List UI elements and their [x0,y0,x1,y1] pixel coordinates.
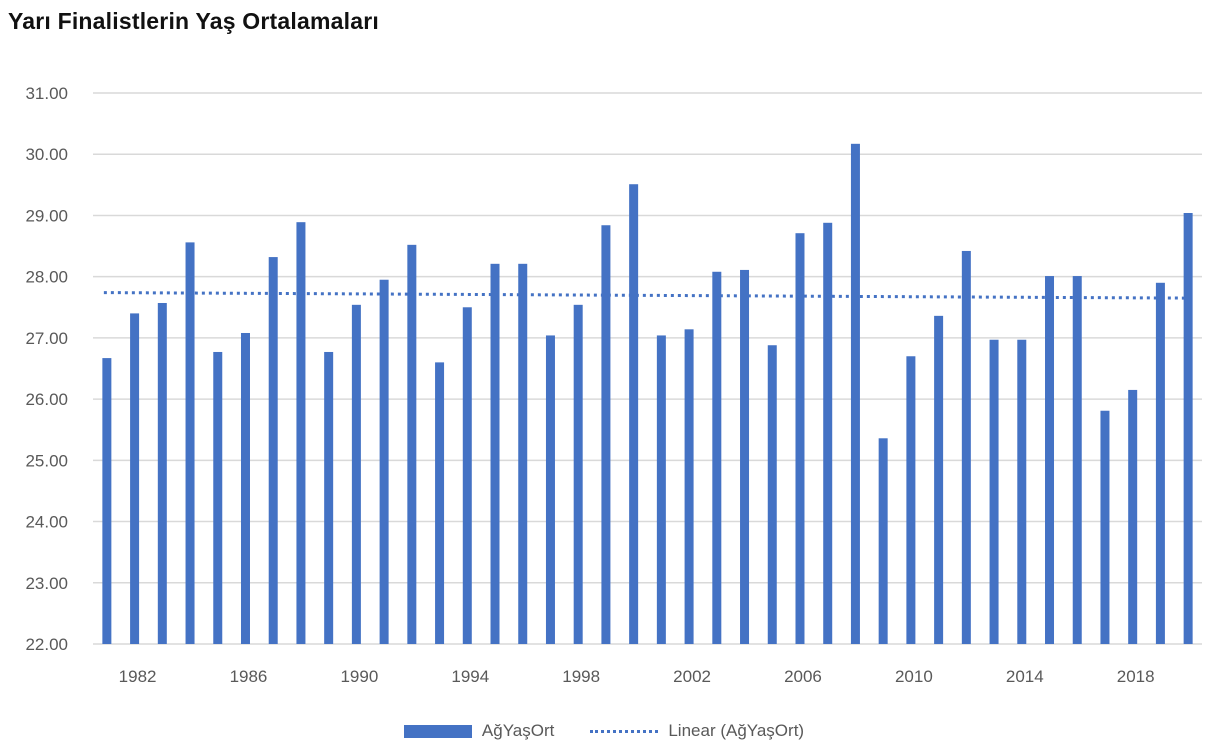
trend-line [103,291,1185,300]
y-axis-labels: 22.00 23.00 24.00 25.00 26.00 27.00 28.00 29.00… [25,84,68,654]
bar[interactable] [462,307,472,644]
bar[interactable] [130,313,140,644]
legend-series-label: AğYaşOrt [481,721,555,740]
bar[interactable] [878,438,888,644]
linear-trendline [103,291,1185,300]
x-tick-label: 1994 [451,667,489,686]
legend: AğYaşOrt Linear (AğYaşOrt) [0,716,1208,746]
bar[interactable] [324,351,334,644]
bar[interactable] [823,222,833,644]
x-tick-label: 2010 [895,667,933,686]
bar[interactable] [379,279,389,644]
x-tick-label: 2018 [1117,667,1155,686]
bar[interactable] [213,351,223,644]
bar[interactable] [767,345,777,644]
bar[interactable] [850,143,860,644]
x-tick-label: 2014 [1006,667,1044,686]
y-tick-label: 28.00 [25,268,68,287]
bar[interactable] [712,271,722,644]
bar[interactable] [490,263,500,644]
bar[interactable] [157,302,167,644]
bar[interactable] [684,329,694,644]
legend-item-series[interactable]: AğYaşOrt [403,721,555,741]
bar[interactable] [1017,339,1027,644]
bar-swatch-icon [403,724,472,738]
gridlines [93,92,1202,645]
y-tick-label: 23.00 [25,574,68,593]
x-axis-labels: 1982 1986 1990 1994 1998 2002 2006 2010 2014 2018 [119,667,1155,686]
bar[interactable] [1183,212,1193,645]
x-tick-label: 2006 [784,667,822,686]
bar[interactable] [1072,276,1082,644]
bar[interactable] [240,332,250,644]
bar[interactable] [1045,276,1055,644]
bar[interactable] [1155,282,1165,644]
bar[interactable] [656,335,666,644]
y-tick-label: 22.00 [25,635,68,654]
y-tick-label: 25.00 [25,451,68,470]
bar[interactable] [740,269,750,644]
y-tick-label: 27.00 [25,329,68,348]
bar[interactable] [934,315,944,644]
legend-item-trend[interactable]: Linear (AğYaşOrt) [590,721,804,741]
x-tick-label: 1986 [230,667,268,686]
legend-trend-label: Linear (AğYaşOrt) [668,721,805,740]
bar[interactable] [435,362,445,644]
bar[interactable] [1128,389,1138,644]
bar[interactable] [906,356,916,644]
bar[interactable] [351,304,361,644]
dotted-line-icon [590,729,659,733]
y-tick-label: 29.00 [25,206,68,225]
bar[interactable] [518,263,528,644]
y-tick-label: 24.00 [25,513,68,532]
bar[interactable] [629,184,639,644]
bar[interactable] [573,304,583,644]
bar[interactable] [795,233,805,644]
chart-plot-area: 22.00 23.00 24.00 25.00 26.00 27.00 28.00 29.00… [25,84,1202,686]
x-tick-label: 1998 [562,667,600,686]
bar[interactable] [185,242,195,645]
y-tick-label: 31.00 [25,84,68,103]
x-tick-label: 2002 [673,667,711,686]
bar[interactable] [601,225,611,645]
bar[interactable] [102,358,112,644]
bar[interactable] [545,335,555,644]
bar[interactable] [1100,410,1110,644]
x-tick-label: 1990 [340,667,378,686]
bar[interactable] [296,222,306,644]
chart-title: Yarı Finalistlerin Yaş Ortalamaları [8,8,379,34]
y-tick-label: 30.00 [25,145,68,164]
bar-series [102,143,1193,645]
y-tick-label: 26.00 [25,390,68,409]
bar[interactable] [268,257,278,644]
bar[interactable] [989,339,999,644]
x-tick-label: 1982 [119,667,157,686]
bar[interactable] [961,250,971,644]
bar[interactable] [407,244,417,644]
